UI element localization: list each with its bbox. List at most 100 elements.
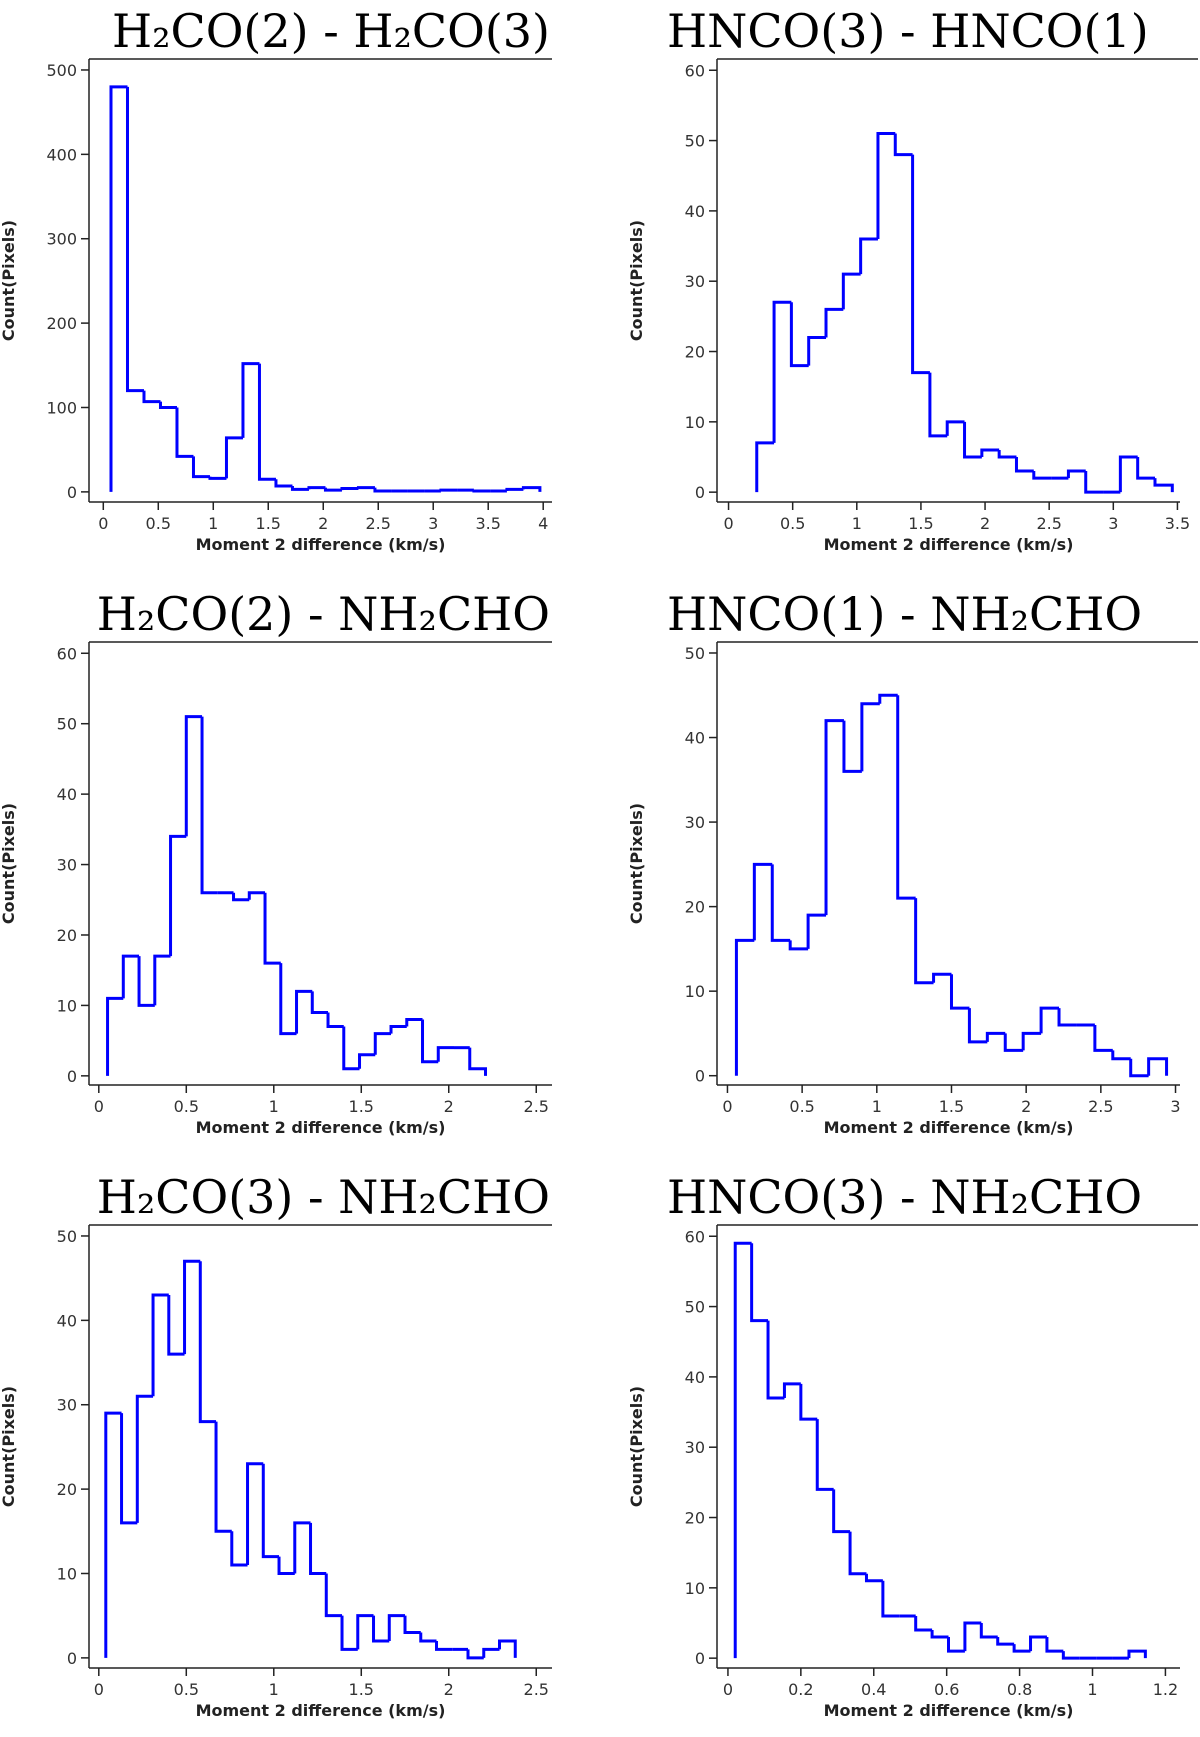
y-tick-label: 10 — [685, 413, 705, 432]
y-axis-label: Count(Pixels) — [0, 220, 18, 341]
histogram-step — [911, 154, 930, 375]
x-tick-label: 2 — [444, 1097, 454, 1116]
histogram-step — [824, 307, 844, 338]
histogram-step — [326, 1012, 344, 1029]
y-tick-label: 50 — [685, 132, 705, 151]
histogram-step — [876, 132, 896, 240]
y-tick-label: 30 — [685, 813, 705, 832]
x-tick-label: 2 — [444, 1680, 454, 1699]
histogram-step — [135, 1394, 154, 1523]
x-tick-label: 0.5 — [174, 1680, 199, 1699]
x-tick-label: 2 — [1021, 1097, 1031, 1116]
chart-title: H₂CO(2) - NH₂CHO — [97, 587, 550, 641]
histogram-step — [279, 963, 297, 1036]
chart-title: H₂CO(3) - NH₂CHO — [97, 1170, 550, 1224]
y-tick-label: 300 — [46, 230, 77, 249]
y-tick-label: 20 — [57, 1480, 77, 1499]
y-axis-label: Count(Pixels) — [627, 1386, 646, 1507]
x-tick-label: 0.6 — [934, 1680, 959, 1699]
histogram-step — [1084, 471, 1104, 494]
histogram-step — [104, 1411, 122, 1658]
histogram-step — [985, 1031, 1006, 1042]
histogram-step — [403, 1615, 421, 1635]
histogram-step — [184, 715, 203, 837]
histogram-step — [158, 401, 177, 409]
histogram-step — [263, 892, 281, 965]
histogram-step — [257, 363, 276, 481]
x-tick-label: 4 — [538, 514, 548, 533]
histogram-step — [1045, 1637, 1064, 1653]
panel: 0 10 20 30 40 50 0 0.5 1 1.5 2 2.5 Moment 2 differen… — [0, 1170, 552, 1720]
histogram-step — [848, 1531, 867, 1576]
y-tick-label: 20 — [685, 343, 705, 362]
histogram-step — [824, 719, 844, 916]
histogram-step — [881, 1580, 900, 1618]
histogram-step — [191, 456, 210, 479]
histogram-step — [1147, 1057, 1169, 1076]
histogram-step — [733, 1241, 752, 1659]
histogram-step — [1136, 456, 1155, 480]
histogram-step — [806, 913, 827, 949]
histogram-step — [949, 974, 970, 1010]
y-axis-label: Count(Pixels) — [627, 803, 646, 924]
histogram-step — [963, 421, 982, 459]
x-axis-label: Moment 2 difference (km/s) — [196, 1118, 446, 1137]
histogram-step — [109, 85, 128, 492]
histogram-step — [1021, 1031, 1042, 1051]
histogram-step — [807, 335, 827, 366]
histogram-step — [1014, 456, 1034, 473]
x-tick-label: 3 — [1170, 1097, 1180, 1116]
y-tick-label: 100 — [46, 398, 77, 417]
chart-title: H₂CO(2) - H₂CO(3) — [112, 4, 550, 58]
histogram-step — [996, 1637, 1015, 1646]
histogram-step — [1003, 1033, 1024, 1052]
histogram-step — [1129, 1058, 1149, 1078]
histogram-step — [356, 486, 375, 490]
y-tick-label: 0 — [695, 1649, 705, 1668]
histogram-step — [389, 1025, 407, 1034]
histogram-step — [979, 1623, 998, 1639]
x-tick-label: 0 — [98, 514, 108, 533]
histogram-step — [980, 448, 1000, 457]
y-tick-label: 30 — [57, 856, 77, 875]
x-tick-label: 0.5 — [780, 514, 805, 533]
histogram-step — [878, 693, 898, 704]
x-axis-label: Moment 2 difference (km/s) — [824, 535, 1074, 554]
x-tick-label: 1.5 — [349, 1680, 374, 1699]
histogram-step — [1127, 1649, 1147, 1659]
y-tick-label: 50 — [685, 1298, 705, 1317]
histogram-step — [755, 441, 775, 493]
histogram-step — [1093, 1024, 1113, 1052]
y-axis-label: Count(Pixels) — [0, 1386, 18, 1507]
y-tick-label: 60 — [685, 61, 705, 80]
x-tick-label: 3 — [1108, 514, 1118, 533]
x-tick-label: 0 — [94, 1097, 104, 1116]
y-tick-label: 10 — [685, 1579, 705, 1598]
histogram-step — [137, 956, 155, 1007]
histogram-step — [247, 891, 266, 900]
x-tick-label: 1 — [208, 514, 218, 533]
y-tick-label: 40 — [685, 729, 705, 748]
histogram-step — [766, 1320, 785, 1400]
histogram-step — [896, 695, 916, 900]
histogram-step — [372, 1615, 390, 1643]
histogram-step — [945, 420, 965, 436]
histogram-step — [914, 1615, 933, 1632]
histogram-step — [997, 449, 1017, 459]
x-tick-label: 0.8 — [1007, 1680, 1032, 1699]
histogram-step — [230, 1531, 248, 1567]
chart-title: HNCO(3) - HNCO(1) — [667, 4, 1149, 58]
x-tick-label: 1.5 — [908, 514, 933, 533]
histogram-step — [419, 1632, 437, 1643]
y-tick-label: 50 — [685, 644, 705, 663]
panel: 0 10 20 30 40 50 60 0 0.2 0.4 0.6 0.8 1 1.2 Moment 2 d… — [627, 1170, 1198, 1720]
histogram-step — [200, 716, 218, 895]
y-tick-label: 40 — [685, 1368, 705, 1387]
x-axis-label: Moment 2 difference (km/s) — [196, 535, 446, 554]
histogram-step — [167, 1295, 185, 1356]
histogram-step — [224, 436, 243, 479]
histogram-step — [788, 940, 809, 951]
histogram-step — [198, 1261, 217, 1424]
histogram-step — [521, 486, 542, 492]
histogram-step — [734, 938, 755, 1076]
